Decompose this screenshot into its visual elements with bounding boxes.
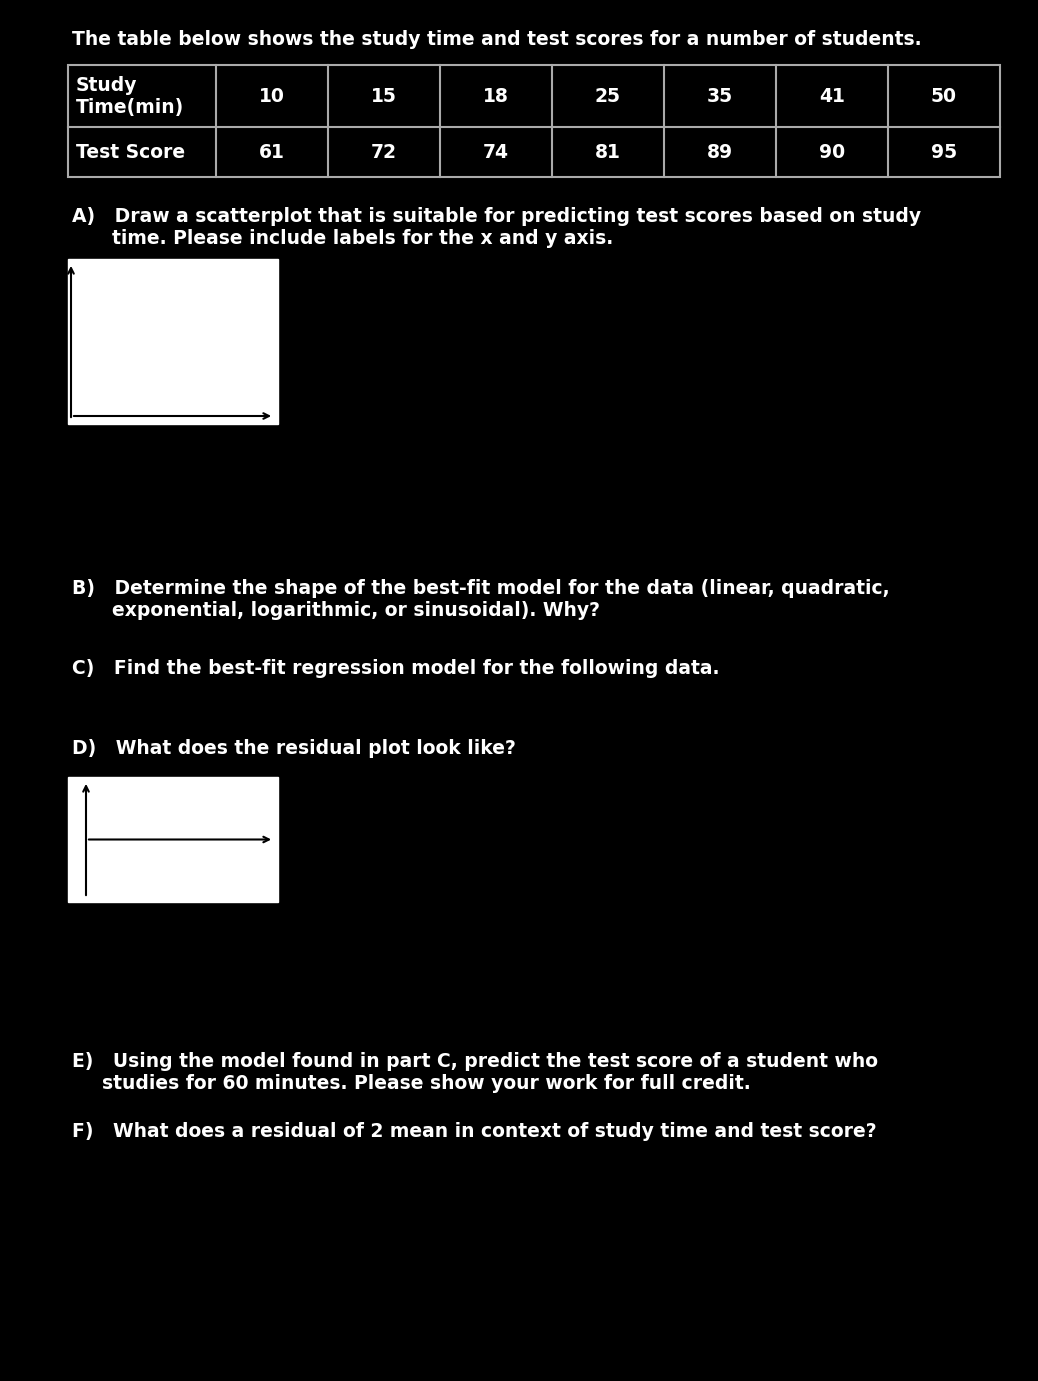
Text: 61: 61: [260, 142, 285, 162]
Text: 81: 81: [595, 142, 621, 162]
Text: 25: 25: [595, 87, 621, 105]
Text: E)   Using the model found in part C, predict the test score of a student who: E) Using the model found in part C, pred…: [72, 1052, 878, 1072]
Text: Test Score: Test Score: [76, 142, 185, 162]
Bar: [69, 65, 1000, 177]
Text: time. Please include labels for the x and y axis.: time. Please include labels for the x an…: [112, 229, 613, 249]
Text: The table below shows the study time and test scores for a number of students.: The table below shows the study time and…: [72, 30, 922, 48]
Text: 18: 18: [483, 87, 509, 105]
Text: 10: 10: [260, 87, 285, 105]
Text: studies for 60 minutes. Please show your work for full credit.: studies for 60 minutes. Please show your…: [102, 1074, 750, 1092]
Text: B)   Determine the shape of the best-fit model for the data (linear, quadratic,: B) Determine the shape of the best-fit m…: [72, 579, 890, 598]
Bar: [69, 778, 278, 902]
Text: 95: 95: [931, 142, 957, 162]
Text: A)   Draw a scatterplot that is suitable for predicting test scores based on stu: A) Draw a scatterplot that is suitable f…: [72, 207, 921, 226]
Text: D)   What does the residual plot look like?: D) What does the residual plot look like…: [72, 739, 516, 758]
Text: 74: 74: [483, 142, 509, 162]
Text: 50: 50: [931, 87, 957, 105]
Text: 90: 90: [819, 142, 845, 162]
Text: 35: 35: [707, 87, 733, 105]
Text: exponential, logarithmic, or sinusoidal). Why?: exponential, logarithmic, or sinusoidal)…: [112, 601, 600, 620]
Text: Study
Time(min): Study Time(min): [76, 76, 185, 116]
Text: F)   What does a residual of 2 mean in context of study time and test score?: F) What does a residual of 2 mean in con…: [72, 1121, 877, 1141]
Text: 89: 89: [707, 142, 733, 162]
Text: C)   Find the best-fit regression model for the following data.: C) Find the best-fit regression model fo…: [72, 659, 719, 678]
Bar: [69, 260, 278, 424]
Text: 15: 15: [371, 87, 397, 105]
Text: 41: 41: [819, 87, 845, 105]
Text: 72: 72: [371, 142, 397, 162]
